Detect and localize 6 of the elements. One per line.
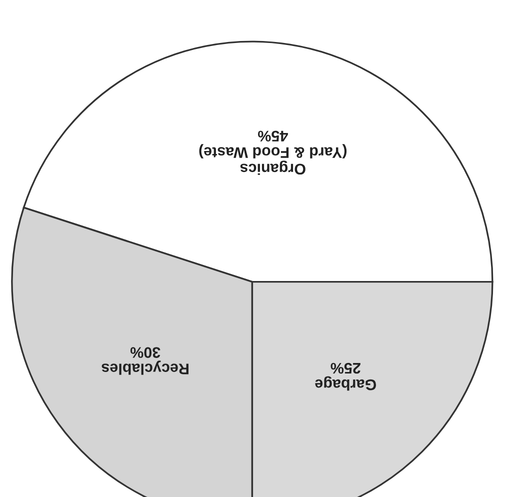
data-label: 25% <box>330 362 360 374</box>
slice-label: Recyclables <box>102 360 188 375</box>
data-label: 30% <box>130 347 160 358</box>
data-label: 45% <box>258 130 288 142</box>
slice-label: Organics (Yard & Food Waste) <box>199 144 347 175</box>
slice-label: Garbage <box>315 376 376 391</box>
